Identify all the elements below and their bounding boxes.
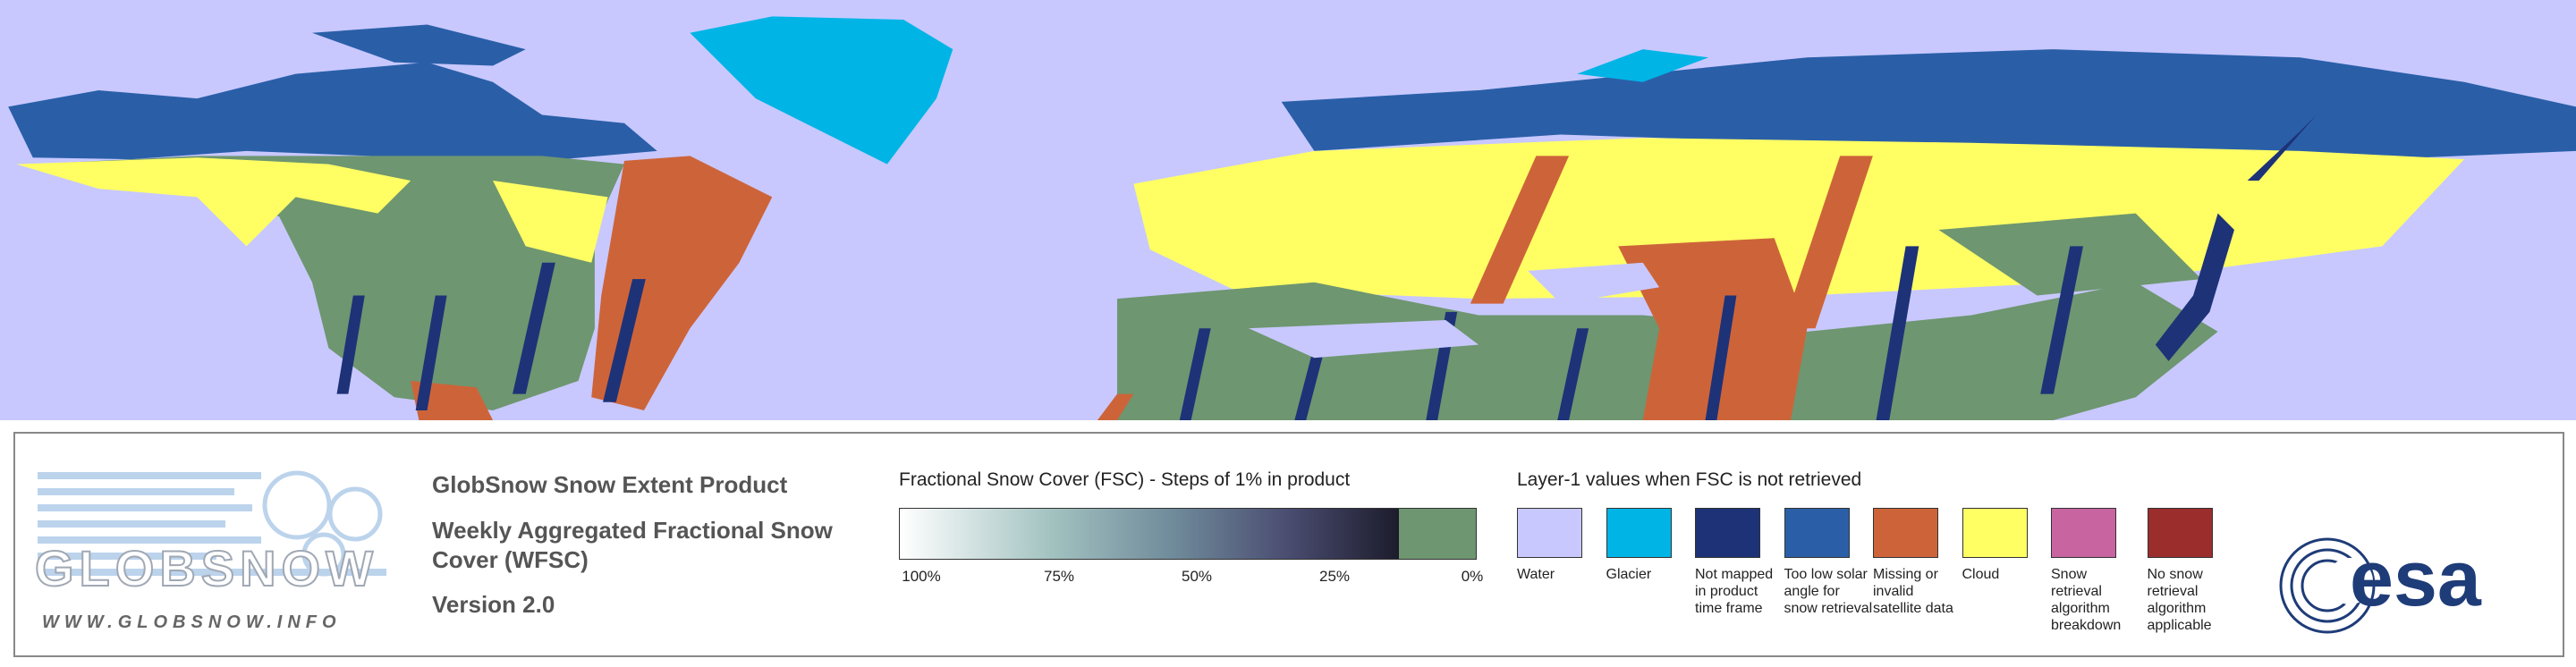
snow-map [0, 0, 2576, 420]
legend-label: No snow retrieval algorithm applicable [2147, 567, 2212, 633]
product-title: GlobSnow Snow Extent Product [432, 471, 788, 498]
legend-label: Glacier [1606, 567, 1652, 582]
fsc-label: 0% [1461, 568, 1484, 585]
legend-label: Not mapped in product time frame [1695, 567, 1774, 616]
legend-label: Missing or invalid satellite data [1873, 567, 1953, 616]
legend-label: Water [1517, 567, 1555, 582]
legend-swatch [1695, 508, 1760, 558]
legend-swatch [1784, 508, 1850, 558]
fsc-zero-swatch [1399, 508, 1477, 560]
esa-logo: esa [2279, 534, 2482, 634]
legend-swatch [1606, 508, 1672, 558]
fsc-title: Fractional Snow Cover (FSC) - Steps of 1… [899, 469, 1351, 490]
legend-label: Cloud [1962, 567, 2000, 582]
legend-panel: GLOBSNOW WWW.GLOBSNOW.INFO GlobSnow Snow… [13, 432, 2564, 657]
legend-swatch [1873, 508, 1938, 558]
legend-label: Snow retrieval algorithm breakdown [2051, 567, 2122, 633]
fsc-label: 50% [1181, 568, 1213, 585]
legend-swatch [2051, 508, 2116, 558]
layer1-title: Layer-1 values when FSC is not retrieved [1517, 469, 1862, 490]
legend-swatch [1962, 508, 2028, 558]
fsc-colorbar [899, 508, 1400, 560]
legend-swatch [1517, 508, 1582, 558]
legend-swatch [2147, 508, 2213, 558]
product-version: Version 2.0 [432, 591, 555, 618]
product-subtitle: Weekly Aggregated Fractional Snow Cover … [432, 517, 833, 573]
fsc-label: 100% [902, 568, 941, 585]
globsnow-logo [38, 470, 386, 577]
esa-wordmark: esa [2350, 534, 2482, 622]
legend-label: Too low solar angle for snow retrieval [1784, 567, 1873, 616]
logo-url: WWW.GLOBSNOW.INFO [42, 612, 342, 632]
fsc-label: 75% [1043, 568, 1075, 585]
logo-name: GLOBSNOW [34, 539, 378, 597]
fsc-label: 25% [1318, 568, 1351, 585]
